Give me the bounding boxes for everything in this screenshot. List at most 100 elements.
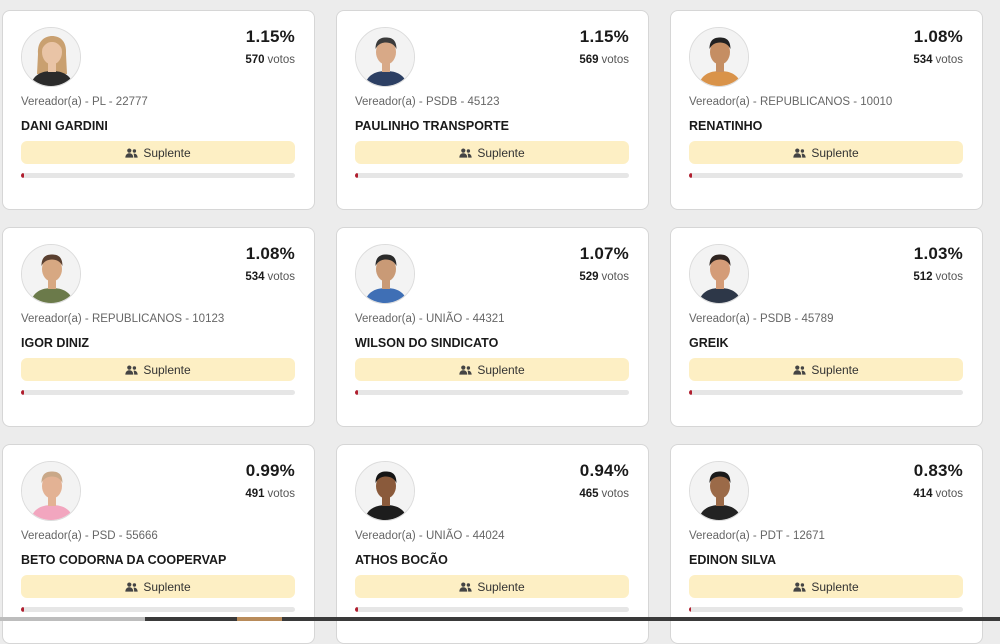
candidate-name: ATHOS BOCÃO — [355, 553, 448, 567]
candidate-card[interactable]: 1.03% 512 votos Vereador(a) - PSDB - 4578… — [670, 227, 983, 427]
vote-count-label: votos — [267, 488, 296, 500]
status-label: Suplente — [477, 579, 525, 594]
vote-count-label: votos — [267, 54, 296, 66]
candidate-meta: Vereador(a) - PSDB - 45123 — [355, 96, 500, 108]
users-icon — [459, 365, 473, 375]
vote-progress-fill — [689, 607, 692, 612]
status-label: Suplente — [811, 579, 859, 594]
avatar — [21, 27, 81, 87]
users-icon — [793, 148, 807, 158]
vote-count-number: 465 — [579, 488, 599, 500]
vote-count-number: 534 — [913, 54, 933, 66]
users-icon — [125, 582, 139, 592]
vote-progress-bar — [689, 390, 963, 395]
bottom-strip — [0, 617, 1000, 621]
vote-count-label: votos — [935, 54, 964, 66]
vote-count-number: 512 — [913, 271, 933, 283]
candidate-name: GREIK — [689, 336, 729, 350]
vote-progress-fill — [355, 390, 358, 395]
candidate-name: WILSON DO SINDICATO — [355, 336, 499, 350]
candidate-card[interactable]: 1.08% 534 votos Vereador(a) - REPUBLICANO… — [670, 10, 983, 210]
candidate-name: RENATINHO — [689, 119, 763, 133]
users-icon — [793, 582, 807, 592]
status-badge: Suplente — [21, 358, 295, 381]
vote-progress-fill — [21, 390, 24, 395]
candidate-meta: Vereador(a) - REPUBLICANOS - 10123 — [21, 313, 225, 325]
vote-count: 570 votos — [245, 54, 295, 66]
users-icon — [793, 365, 807, 375]
avatar — [355, 244, 415, 304]
vote-count-number: 529 — [579, 271, 599, 283]
vote-progress-bar — [689, 173, 963, 178]
candidate-card[interactable]: 1.08% 534 votos Vereador(a) - REPUBLICANO… — [2, 227, 315, 427]
avatar — [689, 27, 749, 87]
vote-progress-bar — [689, 607, 963, 612]
candidate-meta: Vereador(a) - PL - 22777 — [21, 96, 148, 108]
candidate-meta: Vereador(a) - REPUBLICANOS - 10010 — [689, 96, 893, 108]
avatar — [689, 244, 749, 304]
bottom-strip-dark — [145, 617, 1000, 621]
vote-count: 534 votos — [245, 271, 295, 283]
avatar — [21, 461, 81, 521]
status-label: Suplente — [811, 362, 859, 377]
vote-percentage: 0.99% — [245, 461, 295, 480]
candidate-name: DANI GARDINI — [21, 119, 108, 133]
vote-count-label: votos — [601, 54, 630, 66]
candidate-meta: Vereador(a) - PSD - 55666 — [21, 530, 158, 542]
vote-progress-fill — [355, 607, 358, 612]
status-badge: Suplente — [21, 575, 295, 598]
candidate-card[interactable]: 0.83% 414 votos Vereador(a) - PDT - 12671… — [670, 444, 983, 644]
vote-count-number: 534 — [245, 271, 265, 283]
vote-count-number: 491 — [245, 488, 265, 500]
status-label: Suplente — [811, 145, 859, 160]
candidate-name: IGOR DINIZ — [21, 336, 90, 350]
candidate-card[interactable]: 0.99% 491 votos Vereador(a) - PSD - 55666… — [2, 444, 315, 644]
vote-count-label: votos — [601, 488, 630, 500]
users-icon — [125, 148, 139, 158]
avatar — [21, 244, 81, 304]
candidate-grid: 1.15% 570 votos Vereador(a) - PL - 22777 … — [2, 10, 983, 644]
vote-progress-bar — [355, 173, 629, 178]
status-badge: Suplente — [355, 575, 629, 598]
vote-percentage: 1.08% — [245, 244, 295, 263]
users-icon — [125, 365, 139, 375]
vote-progress-fill — [689, 173, 692, 178]
bottom-strip-accent — [237, 617, 282, 621]
avatar — [355, 27, 415, 87]
status-label: Suplente — [477, 362, 525, 377]
vote-progress-bar — [355, 607, 629, 612]
users-icon — [459, 148, 473, 158]
status-label: Suplente — [143, 362, 191, 377]
vote-count: 465 votos — [579, 488, 629, 500]
vote-progress-bar — [355, 390, 629, 395]
vote-count: 491 votos — [245, 488, 295, 500]
vote-progress-fill — [21, 173, 25, 178]
vote-percentage: 1.08% — [913, 27, 963, 46]
vote-count-label: votos — [935, 488, 964, 500]
vote-count-number: 570 — [245, 54, 265, 66]
candidate-meta: Vereador(a) - UNIÃO - 44024 — [355, 530, 505, 542]
candidate-meta: Vereador(a) - PSDB - 45789 — [689, 313, 834, 325]
vote-count-label: votos — [267, 271, 296, 283]
candidate-card[interactable]: 0.94% 465 votos Vereador(a) - UNIÃO - 440… — [336, 444, 649, 644]
vote-count: 569 votos — [579, 54, 629, 66]
vote-count: 529 votos — [579, 271, 629, 283]
candidate-name: BETO CODORNA DA COOPERVAP — [21, 553, 227, 567]
vote-percentage: 0.94% — [579, 461, 629, 480]
vote-percentage: 0.83% — [913, 461, 963, 480]
candidate-card[interactable]: 1.15% 569 votos Vereador(a) - PSDB - 4512… — [336, 10, 649, 210]
vote-progress-bar — [21, 607, 295, 612]
status-badge: Suplente — [355, 141, 629, 164]
candidate-card[interactable]: 1.15% 570 votos Vereador(a) - PL - 22777 … — [2, 10, 315, 210]
status-badge: Suplente — [689, 575, 963, 598]
candidate-meta: Vereador(a) - PDT - 12671 — [689, 530, 825, 542]
candidate-name: PAULINHO TRANSPORTE — [355, 119, 509, 133]
vote-percentage: 1.03% — [913, 244, 963, 263]
vote-progress-fill — [355, 173, 359, 178]
vote-progress-bar — [21, 173, 295, 178]
vote-count-number: 414 — [913, 488, 933, 500]
candidate-card[interactable]: 1.07% 529 votos Vereador(a) - UNIÃO - 443… — [336, 227, 649, 427]
vote-progress-fill — [21, 607, 24, 612]
status-label: Suplente — [143, 145, 191, 160]
vote-count-number: 569 — [579, 54, 599, 66]
